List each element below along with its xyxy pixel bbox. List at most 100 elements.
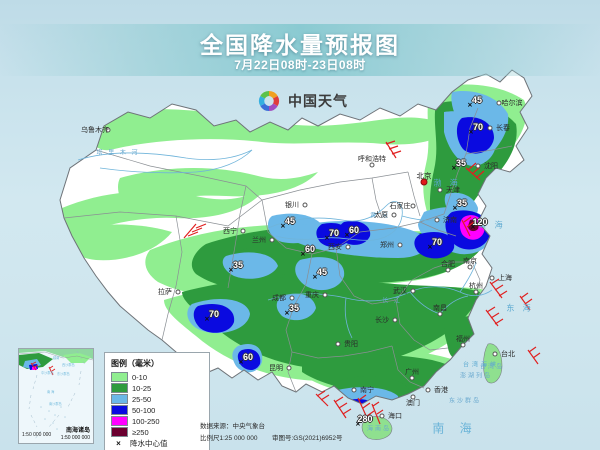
legend-swatch xyxy=(111,405,128,415)
inset-title: 南海诸岛 xyxy=(65,428,90,434)
city-marker xyxy=(105,127,111,133)
svg-text:越南: 越南 xyxy=(53,355,59,360)
city-marker xyxy=(335,341,341,347)
city-marker xyxy=(409,375,415,381)
city-marker xyxy=(489,275,495,281)
precip-center-value: 70 xyxy=(208,309,220,319)
precip-center-value: 35 xyxy=(232,260,244,270)
title-band xyxy=(0,24,600,76)
precip-band-250-plus xyxy=(468,219,479,232)
city-marker xyxy=(379,413,385,419)
city-marker xyxy=(410,288,416,294)
city-marker xyxy=(175,289,181,295)
approval-number-note: 审图号:GS(2021)6952号 xyxy=(272,435,343,442)
data-source-note: 数据来源：中央气象台 xyxy=(200,423,265,430)
svg-text:西沙群岛: 西沙群岛 xyxy=(62,362,75,367)
precip-center-x-icon: × xyxy=(238,357,244,367)
sea-label: 黄 海 xyxy=(478,220,506,230)
legend-item: 10-25 xyxy=(111,383,203,393)
precip-center-x-icon: × xyxy=(280,221,286,231)
precip-center-x-icon: × xyxy=(355,419,361,429)
precip-center-x-icon: × xyxy=(427,242,433,252)
geographic-feature-label: 长 江 xyxy=(382,298,402,305)
precip-center-value: 70 xyxy=(328,228,340,238)
legend-label: 25-50 xyxy=(132,394,152,404)
brand-logo: 中国天气 xyxy=(256,88,348,114)
legend-swatch xyxy=(111,394,128,404)
city-marker xyxy=(410,394,416,400)
scalebar-label: 1:50 000 000 xyxy=(22,432,52,438)
svg-text:东沙群岛: 东沙群岛 xyxy=(57,371,70,376)
legend-label: 10-25 xyxy=(132,383,152,393)
legend-panel: 图例（毫米） 0-10 10-25 25-50 50-100 100-250 ≥250 ×… xyxy=(104,352,210,450)
legend-label: 100-250 xyxy=(132,416,160,426)
city-marker xyxy=(345,244,351,250)
city-marker xyxy=(492,351,498,357)
sea-label: 渤 海 xyxy=(433,178,461,188)
legend-label: 50-100 xyxy=(132,405,156,415)
legend-center-marker: × 降水中心值 xyxy=(111,438,203,448)
legend-item: 25-50 xyxy=(111,394,203,404)
precip-center-value: 60 xyxy=(348,225,360,235)
precip-center-x-icon: × xyxy=(467,100,473,110)
sea-label: 南 海 xyxy=(432,421,478,436)
scale-note: 比例尺1:25 000 000 xyxy=(200,435,258,442)
city-marker xyxy=(473,289,479,295)
precip-center-x-icon: × xyxy=(300,249,306,259)
city-marker xyxy=(286,365,292,371)
city-marker xyxy=(467,264,473,270)
city-marker xyxy=(425,387,431,393)
capital-city-marker xyxy=(420,178,428,186)
geographic-feature-label: 澎湖列岛 xyxy=(459,373,493,380)
precip-center-x-icon: × xyxy=(324,233,330,243)
geographic-feature-label: 台湾岛 xyxy=(479,364,505,371)
city-marker xyxy=(302,202,308,208)
legend-swatch xyxy=(111,372,128,382)
precip-center-value: 70 xyxy=(472,122,484,132)
legend-label: ≥250 xyxy=(132,427,149,437)
city-marker xyxy=(434,217,440,223)
geographic-feature-label: 塔 里 木 河 xyxy=(96,150,140,157)
geographic-feature-label: 东沙群岛 xyxy=(448,398,482,405)
inset-scale: 1:50 000 000 xyxy=(60,435,90,441)
city-marker xyxy=(392,317,398,323)
city-marker xyxy=(437,311,443,317)
city-marker xyxy=(289,295,295,301)
legend-item: 0-10 xyxy=(111,372,203,382)
city-marker xyxy=(437,187,443,193)
precip-center-x-icon: × xyxy=(204,314,210,324)
city-marker xyxy=(322,292,328,298)
sea-label: 台湾海峡 xyxy=(462,362,500,369)
geographic-feature-label: 黄 河 xyxy=(370,213,390,220)
city-marker xyxy=(391,212,397,218)
legend-label: 0-10 xyxy=(132,372,148,382)
page-title: 全国降水量预报图 xyxy=(200,32,400,58)
city-marker xyxy=(369,162,375,168)
precip-center-x-icon: × xyxy=(344,230,350,240)
precip-center-value: 35 xyxy=(456,198,468,208)
city-marker xyxy=(445,267,451,273)
city-marker xyxy=(240,228,246,234)
city-marker xyxy=(351,387,357,393)
legend-rows: 0-10 10-25 25-50 50-100 100-250 ≥250 xyxy=(111,372,203,437)
precip-center-value: 120 xyxy=(472,217,488,227)
precip-center-value: 45 xyxy=(316,267,328,277)
precip-center-x-icon: × xyxy=(312,272,318,282)
svg-text:南 海: 南 海 xyxy=(47,389,55,394)
province-borders xyxy=(59,69,533,405)
svg-text:南沙群岛: 南沙群岛 xyxy=(49,401,62,406)
legend-center-label: 降水中心值 xyxy=(130,438,168,448)
brand-name: 中国天气 xyxy=(288,93,348,109)
svg-text:中沙群岛: 中沙群岛 xyxy=(41,370,54,375)
forecast-period: 7月22日08时-23日08时 xyxy=(234,58,366,72)
precip-center-x-icon: × xyxy=(116,438,121,448)
city-marker xyxy=(269,237,275,243)
pinwheel-logo-icon xyxy=(256,88,282,114)
precip-center-x-icon: × xyxy=(228,265,234,275)
precip-center-x-icon: × xyxy=(284,308,290,318)
legend-swatch xyxy=(111,416,128,426)
precip-center-value: 70 xyxy=(431,237,443,247)
sea-label: 东 海 xyxy=(506,303,534,313)
